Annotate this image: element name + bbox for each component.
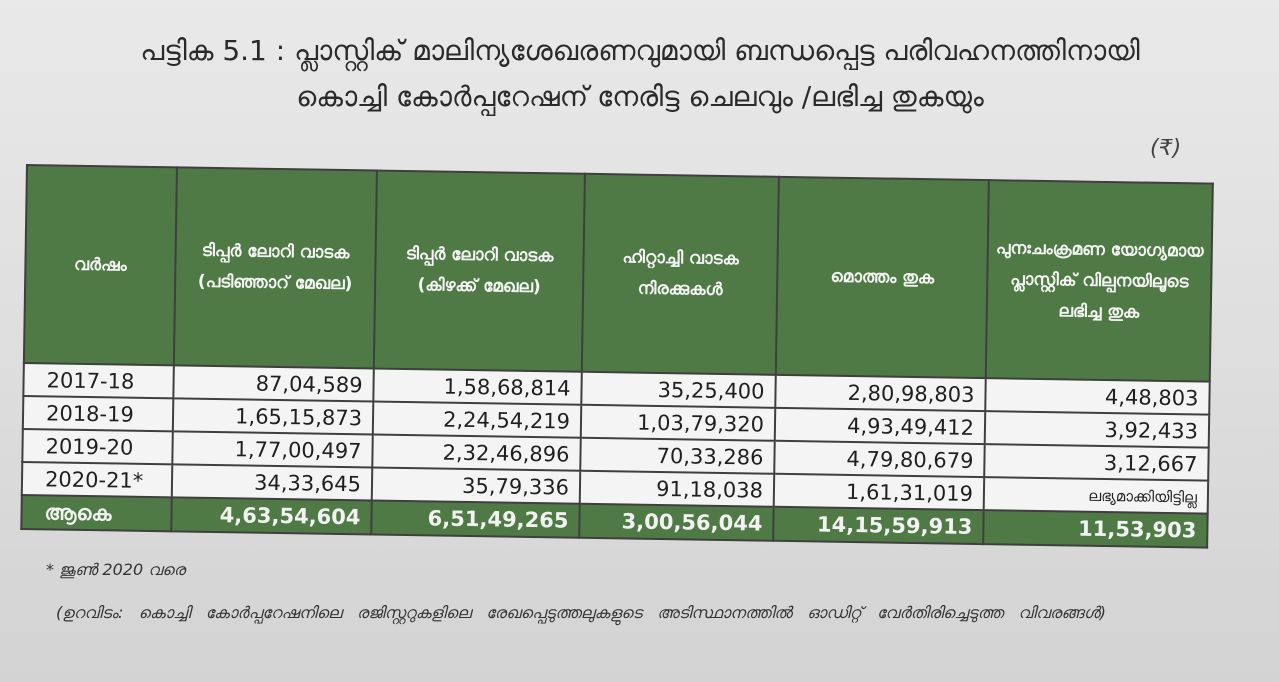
source-note: (ഉറവിടം: കൊച്ചി കോർപ്പറേഷനിലെ രജിസ്റ്ററു…: [56, 603, 1107, 622]
cell-value: 35,79,336: [371, 467, 581, 504]
cell-value: 91,18,038: [579, 470, 775, 507]
cell-value: 4,79,80,679: [774, 440, 985, 478]
total-value: 6,51,49,265: [371, 500, 580, 538]
cell-value: 1,77,00,497: [172, 431, 373, 468]
header-row: വർഷം ടിപ്പർ ലോറി വാടക (പടിഞ്ഞാറ് മേഖല) ട…: [23, 165, 1213, 382]
header-year: വർഷം: [23, 165, 177, 366]
cell-value: 1,58,68,814: [373, 368, 582, 405]
total-value: 4,63,54,604: [171, 497, 372, 535]
table-title: പട്ടിക 5.1 : പ്ലാസ്റ്റിക് മാലിന്യശേഖരണവു…: [60, 28, 1220, 120]
header-tipper-east: ടിപ്പർ ലോറി വാടക (കിഴക്ക് മേഖല): [373, 170, 585, 372]
title-line-2: കൊച്ചി കോർപ്പറേഷന് നേരിട്ട ചെലവും /ലഭിച്…: [296, 80, 984, 113]
total-value: 3,00,56,044: [579, 503, 774, 541]
cell-year: 2018-19: [22, 395, 174, 432]
cell-value: 2,24,54,219: [372, 401, 582, 438]
total-value: 11,53,903: [983, 510, 1208, 548]
cell-value: 1,61,31,019: [773, 473, 985, 511]
header-tipper-west: ടിപ്പർ ലോറി വാടക (പടിഞ്ഞാറ് മേഖല): [173, 167, 377, 369]
expenditure-table: വർഷം ടിപ്പർ ലോറി വാടക (പടിഞ്ഞാറ് മേഖല) ട…: [20, 164, 1214, 549]
footnote: * ജൂൺ 2020 വരെ: [46, 560, 186, 579]
cell-year: 2017-18: [23, 362, 174, 399]
cell-value: 1,03,79,320: [580, 404, 776, 441]
cell-value: 2,80,98,803: [775, 374, 986, 412]
cell-value: 3,12,667: [984, 444, 1209, 481]
cell-not-available: ലഭ്യമാക്കിയിട്ടില്ല: [983, 477, 1209, 514]
total-label: ആകെ: [21, 494, 172, 532]
cell-value: 3,92,433: [984, 411, 1210, 448]
header-recycling-income: പുനഃചംക്രമണ യോഗ്യമായ പ്ലാസ്റ്റിക് വില്പന…: [985, 180, 1213, 382]
header-total-amount: മൊത്തം തുക: [775, 176, 989, 379]
header-hitachi-rent: ഹിറ്റാച്ചി വാടക നിരക്കുകൾ: [581, 173, 779, 375]
total-value: 14,15,59,913: [773, 506, 984, 545]
cell-value: 4,48,803: [985, 378, 1210, 415]
currency-unit: (₹): [1150, 136, 1182, 161]
cell-value: 87,04,589: [173, 365, 374, 402]
title-line-1: പട്ടിക 5.1 : പ്ലാസ്റ്റിക് മാലിന്യശേഖരണവു…: [140, 34, 1140, 67]
cell-year: 2019-20: [22, 428, 173, 465]
cell-value: 35,25,400: [581, 371, 776, 408]
cell-value: 70,33,286: [580, 437, 775, 474]
cell-value: 2,32,46,896: [372, 434, 581, 471]
cell-value: 1,65,15,873: [172, 398, 374, 435]
cell-value: 34,33,645: [171, 464, 373, 501]
cell-year: 2020-21*: [21, 461, 173, 498]
cell-value: 4,93,49,412: [774, 407, 986, 445]
